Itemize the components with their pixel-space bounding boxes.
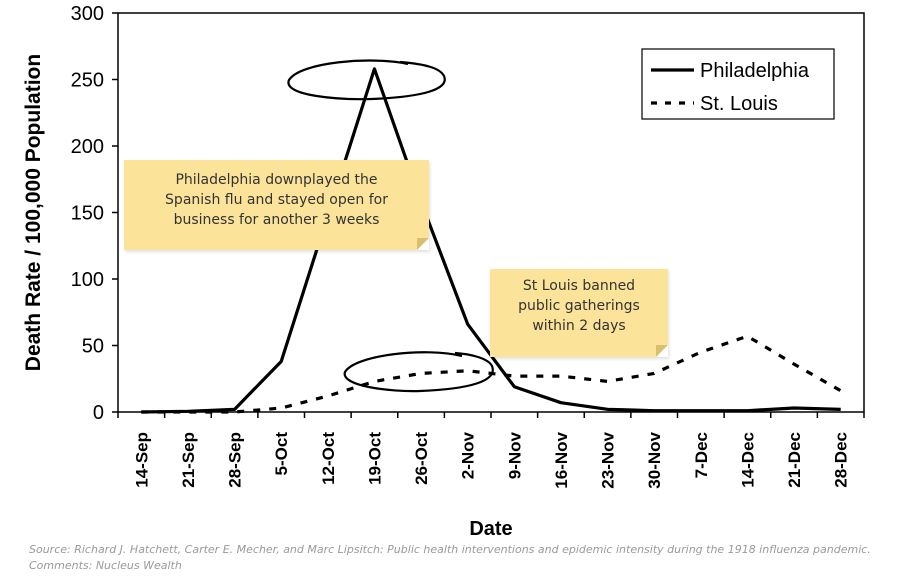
y-tick-label: 150 — [71, 203, 104, 225]
st-louis-note-line: St Louis banned — [522, 278, 636, 294]
legend-box — [641, 48, 835, 120]
y-tick-label: 50 — [82, 336, 104, 358]
highlight-ellipse-philadelphia-peak — [287, 59, 446, 101]
st-louis-note-line: public gatherings — [518, 298, 640, 314]
x-axis-title: Date — [469, 518, 512, 540]
x-tick-label: 26-Oct — [412, 432, 431, 485]
y-tick-label: 100 — [71, 269, 104, 291]
x-tick-label: 23-Nov — [599, 431, 618, 488]
st-louis-annotation-note: St Louis banned public gatherings within… — [490, 269, 668, 357]
x-tick-label: 16-Nov — [552, 431, 571, 488]
philadelphia-note-line: Philadelphia downplayed the — [175, 172, 378, 188]
y-tick-label: 0 — [93, 402, 104, 424]
x-tick-label: 5-Oct — [272, 432, 291, 476]
y-tick-label: 300 — [71, 3, 104, 25]
x-tick-label: 2-Nov — [459, 431, 478, 479]
y-tick-label: 200 — [71, 136, 104, 158]
st-louis-note-line: within 2 days — [532, 318, 626, 334]
x-tick-label: 21-Dec — [785, 432, 804, 488]
y-tick-label: 250 — [71, 70, 104, 92]
x-tick-label: 12-Oct — [319, 432, 338, 485]
x-tick-label: 14-Sep — [132, 432, 151, 488]
x-tick-label: 28-Sep — [226, 432, 245, 488]
y-axis-title: Death Rate / 100,000 Population — [22, 54, 45, 371]
x-tick-label: 28-Dec — [832, 432, 851, 488]
comments-credit: Comments: Nucleus Wealth — [29, 559, 182, 572]
philadelphia-note-line: business for another 3 weeks — [173, 212, 380, 228]
philadelphia-note-line: Spanish flu and stayed open for — [165, 192, 388, 208]
legend-label: St. Louis — [700, 93, 778, 115]
highlight-ellipse-st-louis — [343, 351, 494, 393]
x-tick-label: 14-Dec — [738, 432, 757, 488]
philadelphia-annotation-note: Philadelphia downplayed the Spanish flu … — [124, 160, 429, 250]
x-tick-label: 30-Nov — [645, 431, 664, 488]
x-tick-label: 9-Nov — [505, 431, 524, 479]
legend-label: Philadelphia — [700, 60, 810, 82]
x-tick-label: 19-Oct — [365, 432, 384, 485]
x-tick-label: 7-Dec — [692, 432, 711, 478]
source-citation: Source: Richard J. Hatchett, Carter E. M… — [29, 543, 871, 556]
x-tick-label: 21-Sep — [179, 432, 198, 488]
